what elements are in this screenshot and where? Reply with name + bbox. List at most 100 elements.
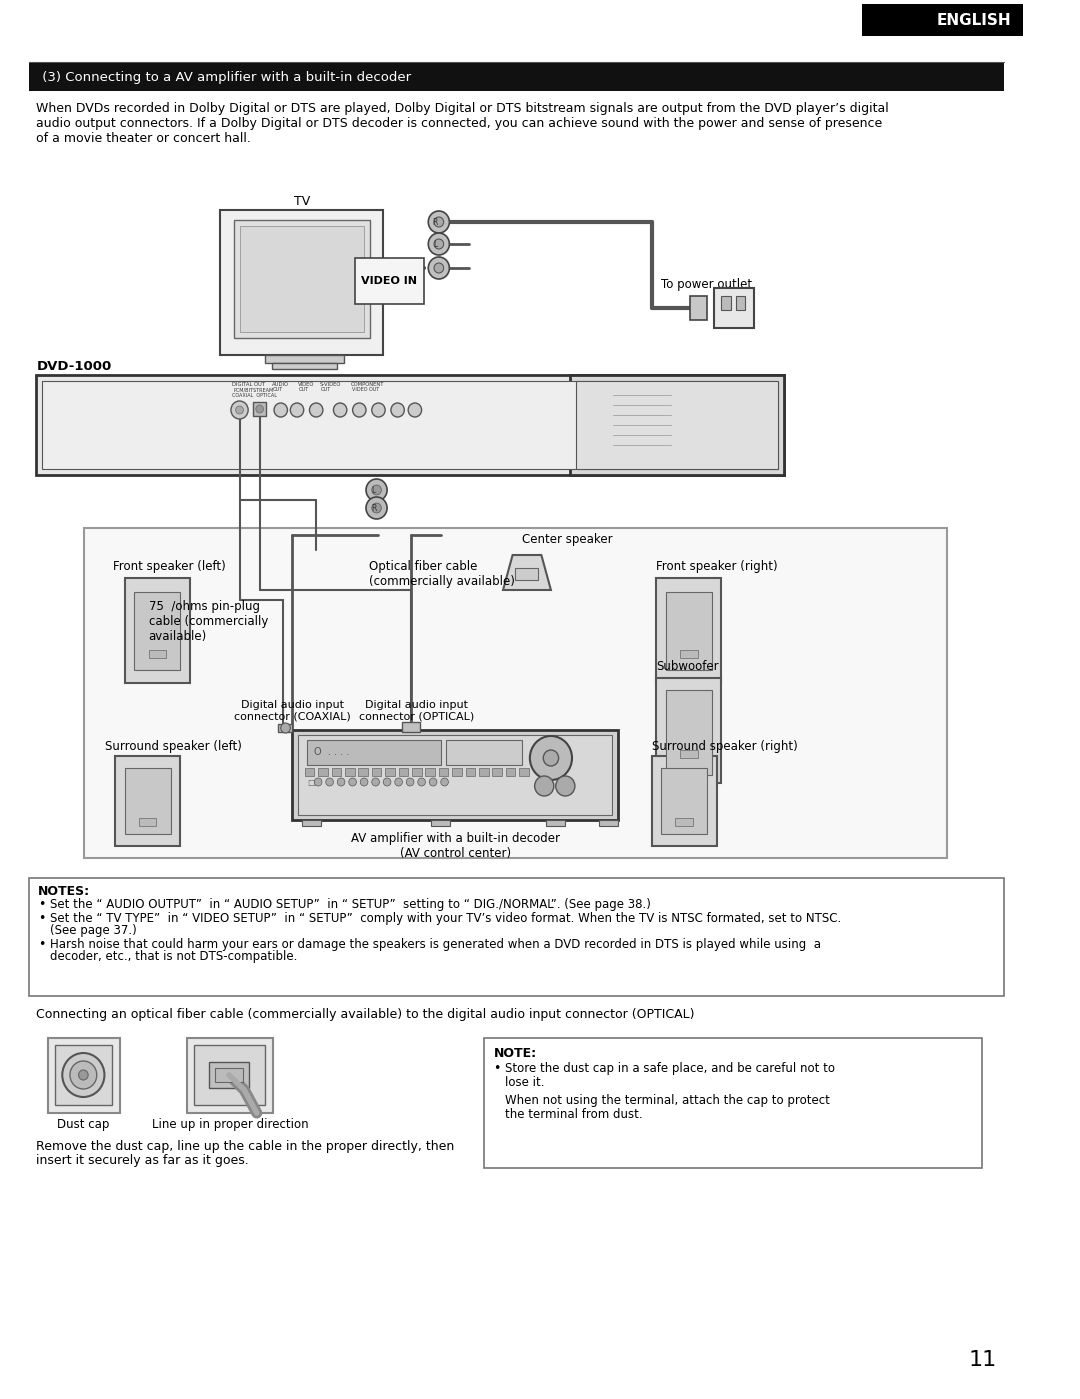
- Bar: [220, 210, 383, 355]
- Circle shape: [231, 402, 248, 418]
- Text: COMPONENT: COMPONENT: [351, 382, 384, 388]
- Circle shape: [281, 723, 291, 733]
- Bar: [386, 768, 395, 776]
- Bar: [399, 768, 408, 776]
- Bar: [651, 755, 717, 846]
- Bar: [134, 592, 180, 670]
- Bar: [546, 820, 565, 825]
- Bar: [480, 768, 488, 776]
- Text: Connecting an optical fiber cable (commercially available) to the digital audio : Connecting an optical fiber cable (comme…: [37, 1009, 694, 1021]
- Circle shape: [314, 778, 322, 786]
- Circle shape: [326, 778, 334, 786]
- Circle shape: [441, 778, 448, 786]
- Bar: [293, 730, 618, 820]
- Text: Set the “ TV TYPE”  in “ VIDEO SETUP”  in “ SETUP”  comply with your TV’s video : Set the “ TV TYPE” in “ VIDEO SETUP” in …: [50, 912, 841, 925]
- Text: DVD-1000: DVD-1000: [37, 360, 111, 374]
- Text: L: L: [433, 239, 437, 249]
- Bar: [598, 820, 618, 825]
- Bar: [372, 768, 381, 776]
- Circle shape: [429, 778, 437, 786]
- Text: COAXIAL  OPTICAL: COAXIAL OPTICAL: [232, 393, 276, 397]
- Circle shape: [406, 778, 414, 786]
- Bar: [193, 1045, 266, 1105]
- Bar: [666, 690, 712, 775]
- Text: AV amplifier with a built-in decoder
(AV control center): AV amplifier with a built-in decoder (AV…: [351, 832, 559, 860]
- Text: OUT: OUT: [299, 388, 309, 392]
- Bar: [666, 592, 712, 670]
- Bar: [735, 297, 745, 311]
- Bar: [431, 820, 450, 825]
- Bar: [298, 734, 612, 816]
- Bar: [492, 768, 502, 776]
- Text: NOTES:: NOTES:: [38, 886, 91, 898]
- Bar: [453, 768, 462, 776]
- Text: R: R: [372, 504, 376, 512]
- Bar: [266, 355, 343, 362]
- Circle shape: [352, 403, 366, 417]
- Bar: [680, 651, 698, 658]
- Text: VIDEO: VIDEO: [298, 382, 314, 388]
- Text: OUT: OUT: [273, 388, 283, 392]
- Bar: [149, 651, 165, 658]
- Text: Set the “ AUDIO OUTPUT”  in “ AUDIO SETUP”  in “ SETUP”  setting to “ DIG./NORMA: Set the “ AUDIO OUTPUT” in “ AUDIO SETUP…: [50, 898, 650, 911]
- Circle shape: [63, 1053, 105, 1097]
- Text: Surround speaker (right): Surround speaker (right): [651, 740, 797, 753]
- Text: lose it.: lose it.: [505, 1076, 544, 1088]
- Text: Digital audio input
connector (COAXIAL): Digital audio input connector (COAXIAL): [234, 700, 351, 722]
- Circle shape: [395, 778, 403, 786]
- Circle shape: [372, 403, 386, 417]
- Bar: [484, 1038, 982, 1168]
- Bar: [446, 740, 523, 765]
- Bar: [465, 768, 475, 776]
- Bar: [675, 818, 692, 825]
- Circle shape: [70, 1060, 97, 1088]
- Bar: [124, 768, 171, 834]
- Bar: [519, 768, 529, 776]
- Text: 75  /ohms pin-plug
cable (commercially
available): 75 /ohms pin-plug cable (commercially av…: [149, 600, 268, 644]
- Circle shape: [337, 778, 345, 786]
- Bar: [29, 63, 1004, 91]
- Bar: [307, 740, 441, 765]
- Bar: [438, 768, 448, 776]
- Text: □: □: [308, 778, 315, 788]
- Text: R: R: [432, 217, 437, 227]
- Circle shape: [429, 234, 449, 255]
- Text: insert it securely as far as it goes.: insert it securely as far as it goes.: [37, 1154, 249, 1167]
- Text: When not using the terminal, attach the cap to protect: When not using the terminal, attach the …: [505, 1094, 829, 1107]
- Bar: [657, 578, 721, 683]
- Circle shape: [235, 406, 243, 414]
- Bar: [278, 725, 293, 732]
- Text: Surround speaker (left): Surround speaker (left): [106, 740, 242, 753]
- Circle shape: [535, 776, 554, 796]
- Bar: [187, 1038, 273, 1114]
- Circle shape: [429, 257, 449, 278]
- Bar: [354, 257, 423, 304]
- Bar: [55, 1045, 112, 1105]
- Text: VIDEO IN: VIDEO IN: [361, 276, 417, 285]
- Circle shape: [274, 403, 287, 417]
- Circle shape: [434, 239, 444, 249]
- Bar: [570, 375, 784, 476]
- Circle shape: [418, 778, 426, 786]
- Circle shape: [372, 778, 379, 786]
- Bar: [29, 879, 1004, 996]
- Text: NOTE:: NOTE:: [494, 1046, 537, 1060]
- Circle shape: [256, 404, 264, 413]
- Text: TV: TV: [294, 194, 310, 208]
- Text: (3) Connecting to a AV amplifier with a built-in decoder: (3) Connecting to a AV amplifier with a …: [38, 70, 411, 84]
- Text: the terminal from dust.: the terminal from dust.: [505, 1108, 643, 1121]
- Circle shape: [366, 478, 387, 501]
- Text: Digital audio input
connector (OPTICAL): Digital audio input connector (OPTICAL): [360, 700, 474, 722]
- Text: O  . . . .: O . . . .: [314, 747, 350, 757]
- Bar: [114, 755, 180, 846]
- Bar: [505, 768, 515, 776]
- Text: L: L: [372, 485, 376, 494]
- Text: Front speaker (right): Front speaker (right): [657, 560, 778, 574]
- Bar: [426, 768, 435, 776]
- Circle shape: [530, 736, 572, 781]
- Text: AUDIO: AUDIO: [272, 382, 289, 388]
- Text: VIDEO OUT: VIDEO OUT: [352, 388, 379, 392]
- Text: ENGLISH: ENGLISH: [936, 13, 1011, 28]
- Circle shape: [372, 504, 381, 513]
- Text: •: •: [38, 937, 45, 951]
